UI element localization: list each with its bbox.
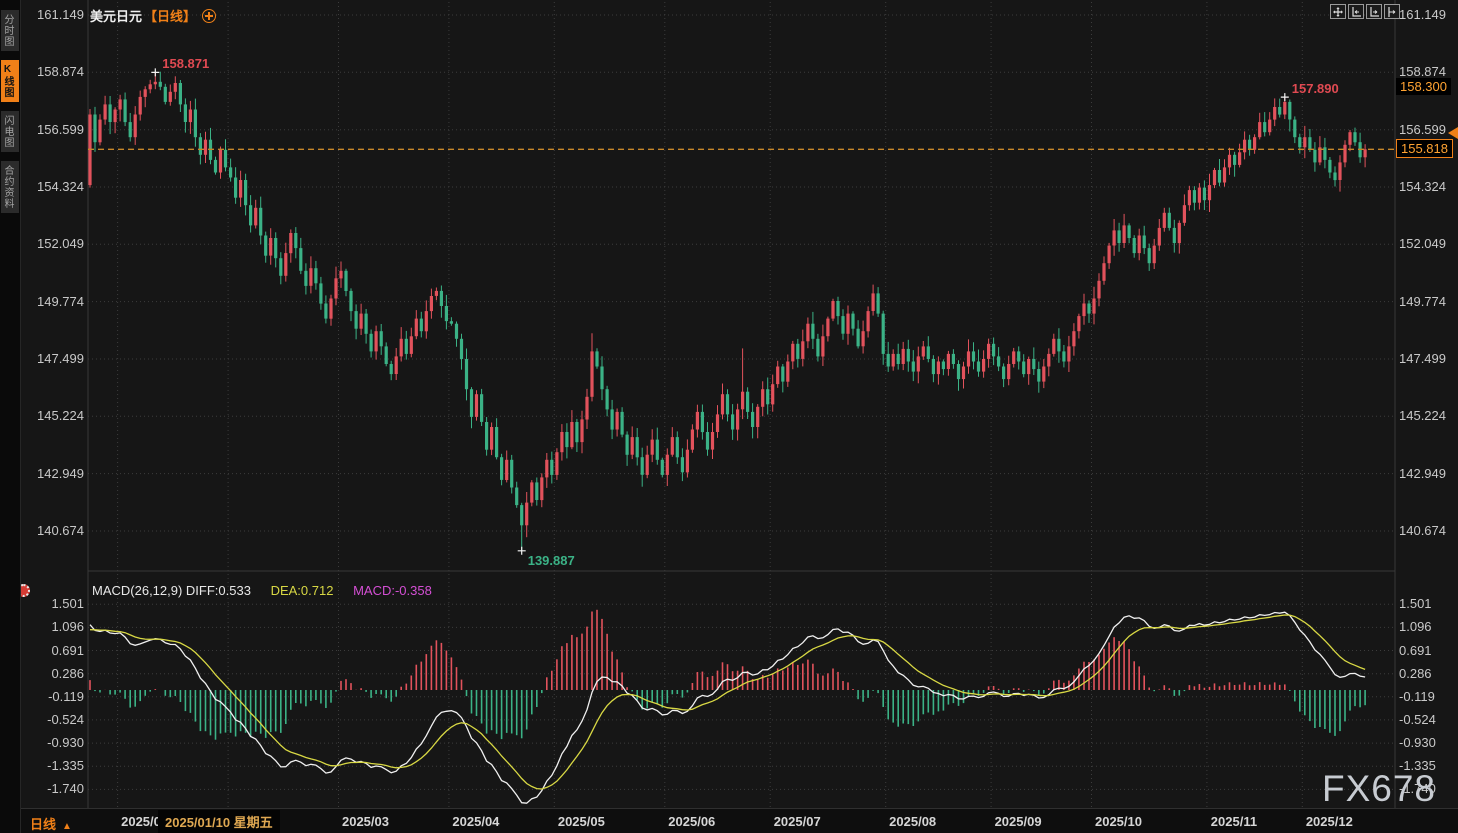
macd-value: MACD:-0.358 <box>353 583 432 598</box>
fx678-watermark: FX678 <box>1322 768 1437 809</box>
price-tick-label-left: 154.324 <box>37 178 84 194</box>
chart-type-sidebar: 分时图 K线图 闪电图 合约资料 <box>0 0 21 833</box>
price-tick-label-left: 152.049 <box>37 236 84 252</box>
macd-tick-label-right: 0.691 <box>1399 642 1432 658</box>
candles-layer <box>88 71 1367 551</box>
period-selector-label: 日线 <box>30 817 57 832</box>
pan-right-icon <box>1388 6 1396 17</box>
price-tick-label-right: 145.224 <box>1399 408 1446 424</box>
macd-header: MACD(26,12,9) DIFF:0.533 DEA:0.712 MACD:… <box>92 583 432 598</box>
macd-tick-label-left: 0.691 <box>51 642 84 658</box>
x-axis-label: 2025/09 <box>994 814 1042 829</box>
price-tick-label-right: 147.499 <box>1399 350 1446 366</box>
macd-tick-label-right: -0.930 <box>1399 735 1436 751</box>
move-icon <box>1333 6 1343 17</box>
price-tick-label-right: 140.674 <box>1399 522 1446 538</box>
x-axis-label: 2025/07 <box>773 814 821 829</box>
price-tick-label-right: 156.599 <box>1399 121 1446 137</box>
macd-tick-label-left: 1.501 <box>51 596 84 612</box>
alert-price-label[interactable]: 158.300 <box>1396 77 1451 95</box>
axis-arrow-left-icon <box>1352 6 1361 17</box>
axis-arrow-right-icon <box>1370 6 1379 17</box>
x-axis-label: 2025/10 <box>1094 814 1142 829</box>
price-tick-label-right: 161.149 <box>1399 7 1446 22</box>
extreme-cross-marker <box>517 546 526 555</box>
macd-tick-label-left: -0.930 <box>47 735 84 751</box>
price-alert-arrow-icon <box>1448 127 1458 140</box>
sidebar-item-candlestick-chart[interactable]: K线图 <box>1 60 19 102</box>
pan-right-button[interactable] <box>1384 4 1400 19</box>
macd-tick-label-left: -1.335 <box>47 758 84 774</box>
sidebar-item-timeline-chart[interactable]: 分时图 <box>1 10 19 51</box>
move-tool-button[interactable] <box>1330 4 1346 19</box>
macd-tick-label-left: 0.286 <box>51 665 84 681</box>
sidebar-item-flash-chart[interactable]: 闪电图 <box>1 111 19 152</box>
chart-toolbar <box>1330 4 1400 19</box>
macd-tick-label-right: -0.119 <box>1399 688 1435 704</box>
price-tick-label-left: 156.599 <box>37 121 84 137</box>
price-tick-label-right: 158.874 <box>1399 64 1446 80</box>
macd-tick-label-right: 1.096 <box>1399 619 1432 635</box>
price-tick-label-left: 149.774 <box>37 293 84 309</box>
macd-tick-label-left: 1.096 <box>51 619 84 635</box>
last-price-label: 155.818 <box>1396 139 1453 159</box>
swing-low-label: 139.887 <box>527 552 575 568</box>
macd-tick-label-right: -1.740 <box>1399 781 1436 797</box>
price-tick-label-left: 158.874 <box>37 64 84 80</box>
x-axis-label: 2025/11 <box>1210 814 1258 829</box>
macd-tick-label-right: 0.286 <box>1399 665 1432 681</box>
x-axis-label: 2025/01 <box>121 814 169 829</box>
sidebar-item-contract-info[interactable]: 合约资料 <box>1 161 19 213</box>
price-tick-label-left: 142.949 <box>37 465 84 481</box>
macd-tick-label-right: -1.335 <box>1399 758 1436 774</box>
x-axis-label: 2025/06 <box>668 814 716 829</box>
zoom-axis-right-button[interactable] <box>1366 4 1382 19</box>
price-tick-label-right: 154.324 <box>1399 178 1446 194</box>
add-circle-icon[interactable] <box>202 8 217 23</box>
macd-tick-label-left: -0.119 <box>48 688 84 704</box>
price-tick-label-right: 142.949 <box>1399 465 1446 481</box>
macd-tick-label-left: -0.524 <box>47 711 84 727</box>
symbol-name: 美元日元 <box>90 9 143 24</box>
swing-high-label: 158.871 <box>162 56 210 72</box>
x-axis-label: 2025/12 <box>1305 814 1353 829</box>
extreme-cross-marker <box>151 68 160 77</box>
x-axis-label: 2025/04 <box>452 814 500 829</box>
price-tick-label-left: 147.499 <box>37 350 84 366</box>
date-axis-bar: 日线▲ 2025/012025/022025/032025/042025/052… <box>0 808 1458 833</box>
macd-dea-value: DEA:0.712 <box>270 583 334 598</box>
x-axis-label: 2025/08 <box>889 814 937 829</box>
price-tick-label-right: 149.774 <box>1399 293 1446 309</box>
price-tick-label-right: 152.049 <box>1399 236 1446 252</box>
extreme-cross-marker <box>1280 93 1289 102</box>
macd-dea-line <box>89 614 1366 790</box>
price-tick-label-left: 140.674 <box>37 522 84 538</box>
macd-tick-label-left: -1.740 <box>47 781 84 797</box>
chart-title: 美元日元 【日线】 <box>90 6 217 25</box>
price-tick-label-left: 161.149 <box>37 7 84 22</box>
swing-high-label: 157.890 <box>1291 81 1339 97</box>
x-axis-label: 2025/05 <box>557 814 605 829</box>
macd-diff-value: MACD(26,12,9) DIFF:0.533 <box>92 583 251 598</box>
period-selector[interactable]: 日线 ▲ <box>30 814 72 833</box>
triangle-up-icon: ▲ <box>62 821 72 832</box>
zoom-axis-left-button[interactable] <box>1348 4 1364 19</box>
macd-tick-label-right: 1.501 <box>1399 596 1432 612</box>
x-axis-label: 2025/03 <box>341 814 389 829</box>
period-tag: 【日线】 <box>144 9 197 24</box>
crosshair-date-tooltip: 2025/01/10 星期五 <box>158 810 280 833</box>
macd-tick-label-right: -0.524 <box>1399 711 1436 727</box>
price-tick-label-left: 145.224 <box>37 408 84 424</box>
